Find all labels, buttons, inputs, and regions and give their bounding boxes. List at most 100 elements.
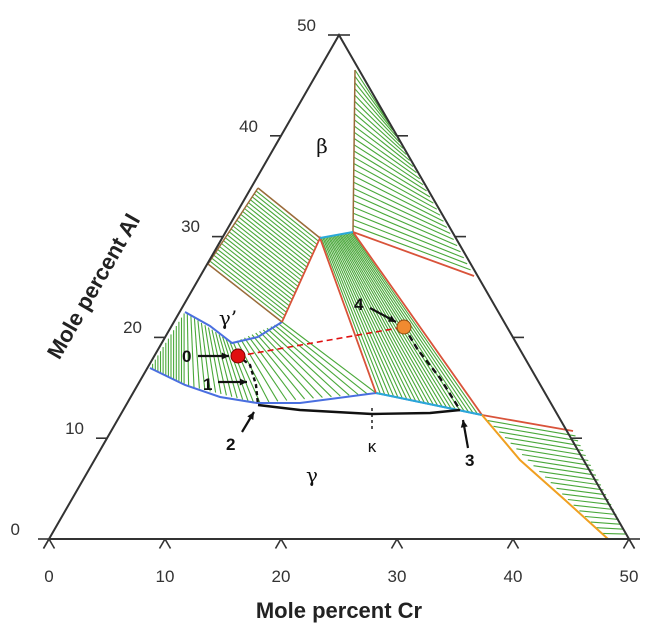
tie-line-gamma-alpha	[522, 453, 591, 466]
tie-line-gamma-beta	[334, 235, 426, 404]
tie-line-gamma-alpha	[516, 448, 589, 462]
bottom-tick	[158, 538, 166, 549]
tie-line-gamma-beta	[337, 234, 434, 406]
tie-line-gamma-alpha	[499, 431, 581, 447]
tie-line-beta-alpha	[353, 156, 434, 204]
tie-line-gamma-prime-beta	[219, 246, 292, 304]
path-segment-4-3	[402, 326, 462, 411]
point-label-2: 2	[226, 435, 235, 454]
tie-line-beta-alpha	[353, 200, 458, 247]
bottom-tick	[48, 538, 56, 549]
tie-lines	[152, 69, 629, 540]
tie-line-gamma-prime-beta	[236, 219, 305, 274]
tie-line-beta-alpha	[353, 194, 454, 241]
bottom-tick	[622, 538, 630, 549]
gamma-prime-upper-boundary	[207, 263, 283, 323]
y-tick-50: 50	[297, 16, 316, 35]
right-tick	[454, 236, 462, 247]
tie-line-gamma-alpha	[539, 470, 599, 481]
tie-line-beta-alpha	[354, 88, 397, 137]
tie-line-gamma-prime-beta	[232, 225, 302, 281]
tie-line-beta-alpha	[354, 94, 400, 143]
y-tick-40: 40	[239, 117, 258, 136]
left-tick	[42, 538, 50, 549]
tie-line-beta-alpha	[353, 144, 427, 192]
tie-line-gamma-gamma-prime	[281, 321, 377, 394]
tie-line-gamma-alpha	[602, 532, 627, 535]
tie-line-beta-alpha	[353, 175, 444, 222]
tie-line-gamma-beta	[333, 235, 421, 403]
tie-line-gamma-beta	[327, 236, 404, 399]
x-axis-label: Mole percent Cr	[256, 598, 423, 623]
tie-line-beta-alpha	[353, 131, 421, 180]
tie-line-beta-alpha	[353, 138, 424, 186]
tie-line-gamma-alpha	[550, 482, 604, 491]
tie-line-gamma-gamma-prime	[211, 329, 227, 396]
arrow-to-point-1-head	[239, 378, 247, 386]
tie-line-gamma-alpha	[493, 425, 579, 442]
tie-line-beta-alpha	[353, 218, 468, 265]
tie-line-beta-alpha	[353, 187, 451, 234]
gamma-prime-beta-boundary-a	[207, 187, 259, 265]
tie-line-gamma-beta	[322, 237, 386, 396]
tie-line-gamma-gamma-prime	[277, 323, 368, 395]
y-tick-20: 20	[123, 318, 142, 337]
bottom-tick	[280, 538, 288, 549]
beta-cyan-boundary	[319, 231, 354, 239]
tie-line-gamma-gamma-prime	[266, 327, 341, 397]
tie-line-gamma-prime-beta	[230, 228, 300, 284]
tie-line-gamma-prime-beta	[238, 216, 306, 271]
tie-line-gamma-beta	[326, 236, 399, 398]
gamma-orange-boundary	[481, 414, 609, 540]
tie-line-beta-alpha	[353, 181, 448, 228]
tie-line-gamma-gamma-prime	[215, 331, 233, 397]
tie-line-gamma-beta	[351, 231, 479, 415]
tie-line-gamma-alpha	[510, 442, 586, 457]
tie-line-gamma-prime-beta	[253, 193, 318, 245]
phase-label-gamma-prime: γ’	[219, 306, 237, 330]
gamma-prime-beta-boundary-b	[257, 187, 321, 239]
tie-line-gamma-gamma-prime	[204, 325, 217, 393]
tie-line-gamma-alpha	[487, 420, 576, 437]
tie-line-gamma-beta	[349, 232, 474, 414]
tie-line-gamma-prime-beta	[211, 257, 286, 316]
tie-line-gamma-gamma-prime	[240, 339, 279, 402]
tie-line-gamma-beta	[330, 235, 412, 401]
tie-line-beta-alpha	[352, 212, 465, 259]
left-tick	[332, 34, 340, 45]
tick-marks	[38, 34, 640, 549]
tie-line-gamma-alpha	[504, 436, 584, 452]
tie-line-gamma-gamma-prime	[270, 326, 350, 396]
beta-right-boundary	[352, 69, 356, 233]
tie-line-gamma-prime-beta	[240, 213, 308, 268]
tie-line-gamma-prime-beta	[251, 196, 316, 249]
bottom-tick	[274, 538, 282, 549]
x-tick-10: 10	[156, 567, 175, 586]
red-dashed-tie-line	[237, 326, 405, 357]
tie-line-gamma-gamma-prime	[218, 334, 238, 399]
arrow-to-point-0-head	[221, 352, 229, 360]
tie-line-gamma-prime-beta	[221, 243, 293, 300]
tie-line-gamma-prime-beta	[226, 234, 297, 291]
tie-line-gamma-beta	[331, 235, 417, 402]
tie-line-gamma-gamma-prime	[222, 336, 244, 400]
tie-line-gamma-prime-beta	[242, 210, 309, 265]
point-4-marker	[396, 319, 412, 335]
arrow-to-point-3-head	[460, 420, 468, 428]
tie-line-gamma-gamma-prime	[193, 318, 200, 389]
right-tick	[512, 336, 520, 348]
tie-line-gamma-alpha	[533, 465, 596, 476]
tie-line-gamma-alpha	[562, 493, 609, 501]
tie-line-gamma-gamma-prime	[186, 313, 190, 386]
phase-label-beta: β	[316, 134, 328, 158]
tie-line-gamma-prime-beta	[249, 199, 315, 252]
tie-line-gamma-alpha	[527, 459, 594, 471]
point-0-marker	[230, 348, 246, 364]
arrow-to-point-2-head	[247, 412, 254, 420]
tie-line-gamma-beta	[338, 234, 439, 407]
beta-gamma-boundary	[352, 231, 483, 416]
tie-line-gamma-gamma-prime	[255, 332, 314, 399]
tie-line-beta-alpha	[353, 206, 461, 253]
tie-line-beta-alpha	[353, 169, 441, 216]
tie-line-gamma-prime-beta	[209, 260, 284, 320]
